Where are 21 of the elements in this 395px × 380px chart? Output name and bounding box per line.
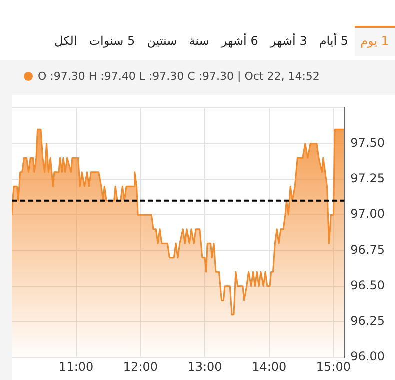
x-tick-label: 12:00: [123, 360, 158, 374]
y-tick-label: 97.25: [350, 172, 386, 186]
text: 5 سنوات: [88, 33, 136, 50]
x-tick-label: 15:00: [316, 360, 352, 374]
text: سنة: [188, 33, 210, 50]
text: الكل: [53, 33, 78, 50]
y-tick-label: 96.00: [350, 350, 386, 364]
x-tick-label: 14:00: [252, 360, 287, 374]
y-tick-label: 96.25: [350, 314, 386, 328]
x-tick-label: 11:00: [59, 360, 94, 374]
text: 6 أشهر: [220, 32, 260, 50]
y-tick-label: 97.50: [350, 136, 386, 150]
text: سنتين: [146, 33, 178, 50]
text: O :97.30 H :97.40 L :97.30 C :97.30 | Oct 22, 14:52: [38, 70, 320, 83]
text: 3 أشهر: [268, 32, 308, 50]
text: 1 يوم: [354, 26, 395, 56]
y-tick-label: 96.75: [350, 242, 386, 257]
y-tick-label: 96.50: [350, 278, 386, 292]
text: 5 أيام: [318, 32, 350, 50]
x-tick-label: 13:00: [188, 360, 222, 374]
y-tick-label: 97.00: [350, 207, 386, 222]
